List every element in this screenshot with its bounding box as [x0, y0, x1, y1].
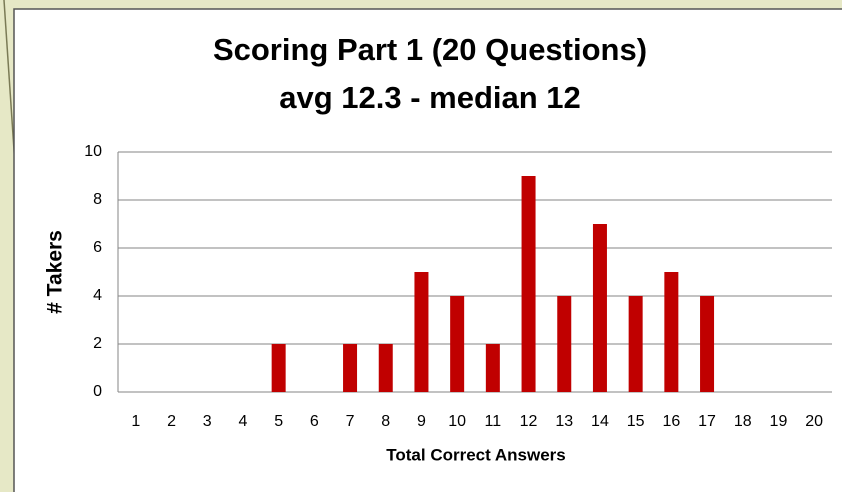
chart-subtitle: avg 12.3 - median 12: [279, 80, 581, 115]
bar: [521, 176, 536, 392]
x-tick-label: 6: [310, 413, 319, 430]
bar: [664, 272, 679, 392]
bar: [271, 344, 286, 392]
x-tick-label: 17: [698, 413, 716, 430]
x-tick-label: 14: [591, 413, 609, 430]
bar: [485, 344, 500, 392]
bar: [450, 296, 465, 392]
y-tick-label: 6: [93, 239, 102, 256]
y-tick-label: 10: [84, 143, 102, 160]
x-tick-label: 4: [238, 413, 247, 430]
x-tick-label: 15: [627, 413, 645, 430]
y-tick-label: 0: [93, 383, 102, 400]
x-tick-label: 2: [167, 413, 176, 430]
y-tick-label: 4: [93, 287, 102, 304]
x-tick-label: 8: [381, 413, 390, 430]
x-tick-label: 1: [131, 413, 140, 430]
bar: [628, 296, 643, 392]
bar: [343, 344, 358, 392]
bar: [557, 296, 572, 392]
x-tick-label: 9: [417, 413, 426, 430]
x-axis-label: Total Correct Answers: [386, 445, 566, 464]
x-tick-label: 12: [520, 413, 538, 430]
x-tick-label: 20: [805, 413, 823, 430]
x-tick-label: 5: [274, 413, 283, 430]
bar: [414, 272, 429, 392]
x-tick-label: 13: [555, 413, 573, 430]
y-tick-label: 8: [93, 191, 102, 208]
chart-title: Scoring Part 1 (20 Questions): [213, 32, 647, 67]
x-tick-label: 11: [485, 413, 502, 430]
x-tick-label: 7: [346, 413, 355, 430]
x-tick-label: 3: [203, 413, 212, 430]
y-tick-label: 2: [93, 335, 102, 352]
bar: [700, 296, 715, 392]
y-axis-label: # Takers: [44, 230, 67, 314]
x-tick-label: 18: [734, 413, 752, 430]
x-tick-label: 16: [662, 413, 680, 430]
x-tick-label: 10: [448, 413, 466, 430]
chart-panel: [13, 8, 842, 492]
bar: [592, 224, 607, 392]
x-tick-label: 19: [770, 413, 788, 430]
bar: [378, 344, 393, 392]
